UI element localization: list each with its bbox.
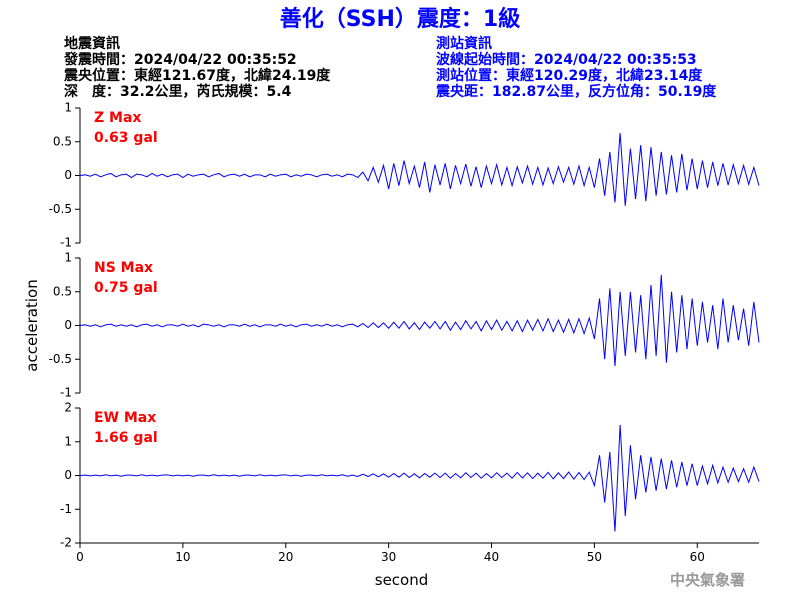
info-line: 發震時間：2024/04/22 00:35:52: [63, 51, 297, 68]
title: 善化（SSH）震度：1級: [280, 6, 520, 32]
x-axis-label: second: [375, 571, 429, 589]
info-line: 地震資訊: [64, 35, 120, 52]
y-tick-label: 0.5: [53, 134, 72, 148]
waveform: [79, 274, 760, 367]
x-tick-label: 0: [76, 550, 84, 564]
channel-label: EW Max: [94, 410, 156, 426]
info-line: 震央位置：東經121.67度，北緯24.19度: [63, 67, 331, 84]
y-tick-label: 0: [64, 318, 72, 332]
waveform: [79, 132, 760, 206]
y-axis-label: acceleration: [23, 279, 41, 371]
channel-label: NS Max: [94, 260, 153, 276]
max-label: 0.63 gal: [94, 130, 158, 146]
footer: 中央氣象署: [670, 571, 745, 589]
x-tick-label: 30: [381, 550, 396, 564]
y-tick-label: 0.5: [53, 284, 72, 298]
max-label: 1.66 gal: [94, 430, 158, 446]
info-line: 測站資訊: [436, 35, 492, 52]
y-tick-label: -0.5: [49, 202, 72, 216]
info-line: 波線起始時間：2024/04/22 00:35:53: [436, 51, 697, 68]
y-tick-label: 0: [64, 468, 72, 482]
x-tick-label: 10: [175, 550, 190, 564]
y-tick-label: -1: [60, 502, 72, 516]
y-tick-label: -0.5: [49, 352, 72, 366]
y-tick-label: -2: [60, 536, 72, 550]
y-tick-label: 1: [64, 101, 72, 115]
y-tick-label: 2: [64, 401, 72, 415]
y-tick-label: -1: [60, 386, 72, 400]
y-tick-label: 1: [64, 434, 72, 448]
x-tick-label: 40: [484, 550, 499, 564]
waveform: [79, 424, 760, 532]
info-line: 震央距：182.87公里，反方位角：50.19度: [435, 83, 717, 100]
y-tick-label: 1: [64, 251, 72, 265]
max-label: 0.75 gal: [94, 280, 158, 296]
y-tick-label: 0: [64, 168, 72, 182]
x-tick-label: 60: [690, 550, 705, 564]
x-tick-label: 50: [587, 550, 602, 564]
info-line: 測站位置：東經120.29度，北緯23.14度: [436, 67, 703, 84]
channel-label: Z Max: [94, 110, 141, 126]
info-line: 深 度：32.2公里，芮氏規模：5.4: [64, 83, 292, 100]
y-tick-label: -1: [60, 236, 72, 250]
x-tick-label: 20: [278, 550, 293, 564]
